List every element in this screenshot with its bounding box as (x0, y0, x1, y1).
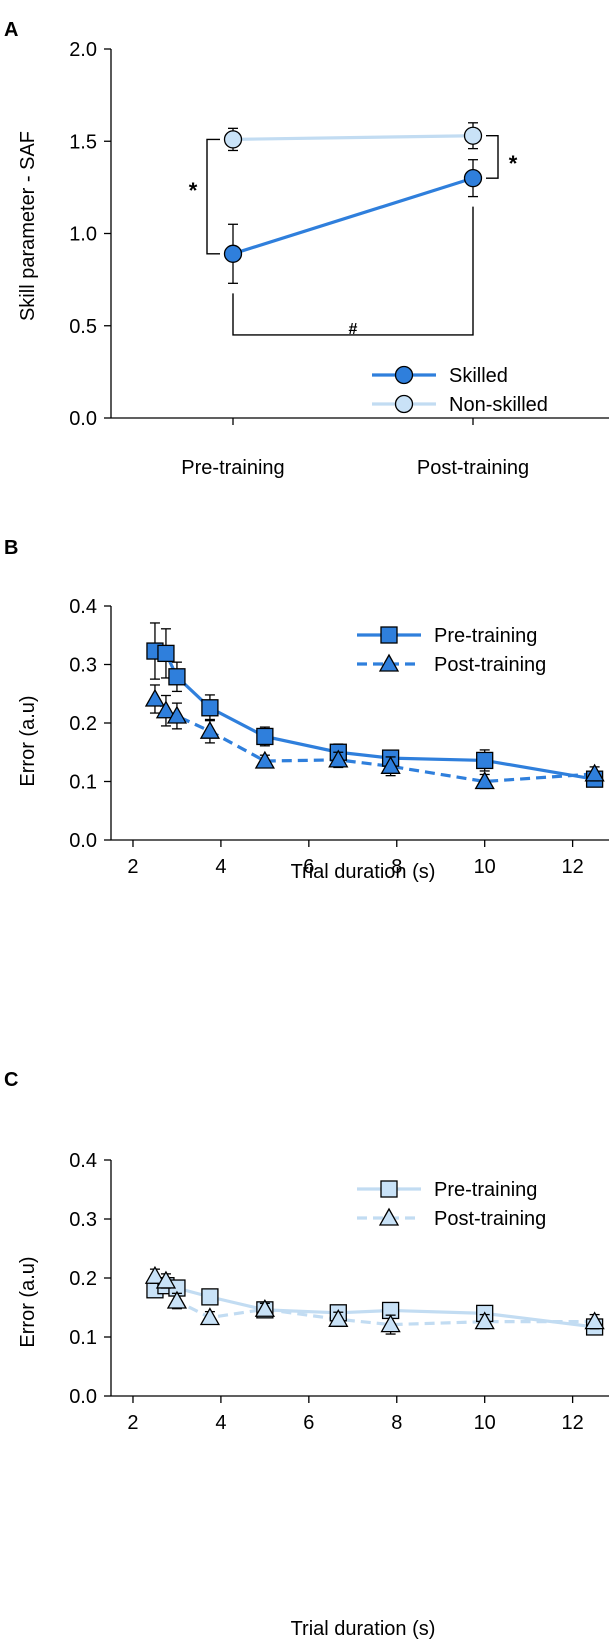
panel-a-bracket-hash (232, 206, 474, 336)
panel-a-axes (104, 48, 609, 425)
panel-a-xtick-label: Pre-training (181, 457, 284, 479)
panel-c-xtick-label: 10 (474, 1412, 496, 1434)
panel-a-star-pre: * (189, 178, 198, 203)
panel-c-legend-label: Pre-training (434, 1179, 537, 1201)
panel-b-axes (104, 605, 609, 847)
panel-a-point (463, 126, 483, 145)
panel-a-ytick-label: 1.5 (69, 131, 97, 153)
panel-label-a: A (4, 19, 18, 41)
panel-b-ytick-label: 0.3 (69, 655, 97, 677)
panel-a-point (223, 244, 243, 263)
panel-c-point-post (380, 1314, 401, 1333)
panel-b-ytick-label: 0.0 (69, 830, 97, 852)
panel-c-point-post (254, 1298, 275, 1317)
panel-a-ytick-label: 0.5 (69, 316, 97, 338)
panel-a-series-line-skilled (232, 176, 474, 256)
panel-c-point-post (328, 1308, 349, 1327)
panel-b-point-post (166, 705, 188, 724)
panel-a-legend-marker (394, 365, 414, 385)
panel-c-ytick-label: 0.2 (69, 1268, 97, 1290)
panel-c-legend-marker (380, 1180, 398, 1198)
panel-a-legend-marker (394, 394, 414, 414)
panel-c-point-post (144, 1265, 166, 1284)
panel-b-legend-label: Pre-training (434, 625, 537, 647)
panel-label-c: C (4, 1069, 18, 1091)
panel-b-point-pre (157, 644, 175, 663)
panel-b-point-post (328, 749, 349, 768)
panel-a-legend-label: Skilled (449, 365, 508, 387)
panel-a-ylabel: Skill parameter - SAF (17, 131, 39, 321)
panel-a-series-line-non-skilled (232, 134, 474, 142)
panel-c-point-post (199, 1307, 221, 1326)
panel-b-xtick-label: 10 (474, 856, 496, 878)
panel-a-chart: 0.0 0.5 1.0 1.5 2.0 Pre-training Post-training… (69, 39, 609, 479)
panel-b-point-post (474, 771, 495, 790)
panel-c-point-post (166, 1290, 188, 1309)
panel-a-point (223, 130, 243, 149)
panel-b-point-pre (476, 751, 494, 770)
panel-a-bracket-post (486, 135, 499, 179)
panel-b-legend-marker (378, 653, 400, 672)
panel-c-xlabel: Trial duration (s) (291, 1618, 436, 1640)
panel-c-point-post (474, 1311, 495, 1330)
panel-c-chart: 0.0 0.1 0.2 0.3 0.4 2 4 6 8 10 12 Pre-training Post-… (69, 1150, 609, 1434)
panel-b-point-post (199, 720, 221, 739)
panel-b-xtick-label: 8 (391, 856, 402, 878)
panel-a-legend-label: Non-skilled (449, 394, 548, 416)
panel-a-xtick-label: Post-training (417, 457, 529, 479)
panel-b-legend-marker (380, 626, 398, 644)
panel-a-star-post: * (509, 151, 518, 176)
panel-b-point-post (144, 688, 166, 707)
panel-b-point-post (155, 700, 177, 719)
panel-c-point-post (155, 1270, 177, 1289)
panel-c-ytick-label: 0.1 (69, 1327, 97, 1349)
panel-b-ylabel: Error (a.u) (17, 695, 39, 786)
panel-c-xtick-label: 4 (215, 1412, 226, 1434)
panel-c-point-pre (201, 1288, 219, 1306)
panel-c-axes (104, 1159, 609, 1403)
panel-c-ytick-label: 0.4 (69, 1150, 97, 1172)
panel-a-hash: # (349, 321, 358, 338)
panel-c-xtick-label: 6 (303, 1412, 314, 1434)
panel-c-legend-marker (378, 1207, 400, 1226)
panel-c-xtick-label: 12 (561, 1412, 583, 1434)
panel-label-b: B (4, 537, 18, 559)
panel-c-xtick-label: 8 (391, 1412, 402, 1434)
panel-b-xtick-label: 6 (303, 856, 314, 878)
panel-b-xlabel: Trial duration (s) (291, 861, 436, 883)
panel-c-xtick-label: 2 (127, 1412, 138, 1434)
panel-b-xtick-label: 2 (127, 856, 138, 878)
panel-c-ytick-label: 0.3 (69, 1209, 97, 1231)
panel-a-point (463, 168, 483, 188)
panel-b-point-pre (201, 699, 219, 717)
panel-a-ytick-label: 0.0 (69, 408, 97, 430)
panel-b-xtick-label: 4 (215, 856, 226, 878)
panel-c-legend-label: Post-training (434, 1208, 546, 1230)
panel-c-ytick-label: 0.0 (69, 1386, 97, 1408)
panel-b-chart: 0.0 0.1 0.2 0.3 0.4 2 4 6 8 10 12 Pre-training Post-… (69, 596, 609, 878)
panel-a-ytick-label: 1.0 (69, 224, 97, 246)
panel-b-legend-label: Post-training (434, 654, 546, 676)
panel-a-ytick-label: 2.0 (69, 39, 97, 61)
panel-b-point-pre (168, 668, 186, 686)
panel-b-point-post (584, 763, 605, 782)
panel-b-ytick-label: 0.2 (69, 713, 97, 735)
panel-b-ytick-label: 0.1 (69, 772, 97, 794)
panel-a-brackets (206, 135, 499, 336)
panel-b-ytick-label: 0.4 (69, 596, 97, 618)
panel-c-point-post (584, 1311, 605, 1330)
panel-b-point-post (380, 755, 401, 774)
panel-c-ylabel: Error (a.u) (17, 1256, 39, 1347)
panel-b-point-post (254, 750, 275, 769)
panel-b-point-pre (256, 727, 274, 746)
panel-a-bracket-pre (206, 138, 220, 255)
panel-b-xtick-label: 12 (561, 856, 583, 878)
